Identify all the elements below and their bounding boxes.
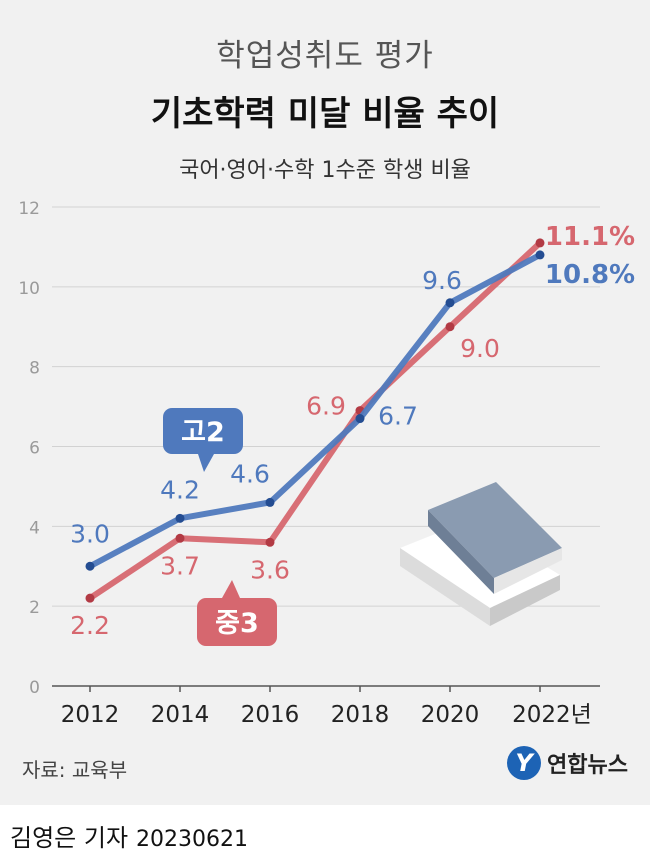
legend-label: 고2 [181, 417, 225, 448]
title-top: 학업성취도 평가 [216, 38, 434, 74]
series-line-go2 [87, 251, 543, 570]
book-top-cover [428, 482, 562, 578]
data-point [445, 322, 455, 332]
data-label: 6.9 [306, 392, 346, 421]
data-label: 10.8% [545, 260, 635, 290]
y-tick-label: 10 [18, 279, 40, 299]
legend: 고2 중3 [163, 408, 277, 646]
legend-box-jung3 [197, 598, 277, 646]
data-point [175, 513, 185, 523]
x-tick-label: 2014 [151, 702, 210, 728]
data-label: 4.2 [160, 475, 200, 504]
data-label: 6.7 [378, 402, 418, 431]
series [85, 238, 545, 603]
source-note: 자료: 교육부 [22, 758, 128, 782]
data-point [175, 533, 185, 543]
data-point [445, 298, 455, 308]
book-top-edge [494, 548, 562, 594]
y-tick-label: 6 [29, 439, 40, 459]
y-tick-label: 0 [29, 678, 40, 698]
author: 김영은 기자 [10, 824, 129, 852]
x-tick-label: 2016 [241, 702, 300, 728]
data-label: 4.6 [230, 459, 270, 488]
logo-text: 연합뉴스 [547, 753, 628, 778]
data-labels: 3.0 4.2 4.6 6.7 9.6 10.8% 2.2 3.7 3.6 6.9 9.0 11.1% [70, 222, 635, 640]
legend-label: 중3 [215, 608, 259, 639]
y-tick-label: 8 [29, 359, 40, 379]
legend-box-go2 [163, 408, 243, 454]
chart-subtitle: 국어·영어·수학 1수준 학생 비율 [179, 158, 471, 183]
infographic-card: 학업성취도 평가 기초학력 미달 비율 추이 국어·영어·수학 1수준 학생 비… [0, 0, 650, 805]
legend-pointer [222, 580, 240, 598]
x-tick-label: 2012 [61, 702, 120, 728]
series-line-jung3 [87, 239, 543, 602]
data-point [355, 414, 365, 424]
yonhap-logo: Y 연합뉴스 [507, 746, 628, 780]
x-tick-label: 2022년 [512, 702, 592, 728]
byline: 김영은 기자 20230621 [10, 818, 248, 853]
x-tick-label: 2020 [421, 702, 480, 728]
data-label: 3.6 [250, 555, 290, 584]
data-label: 9.6 [422, 266, 462, 295]
data-point [85, 593, 95, 603]
logo-mark-icon: Y [507, 746, 542, 780]
legend-pointer [198, 454, 214, 472]
line-chart: 0 2 4 6 8 10 12 2012 2014 2016 2018 2020 2022년 3.0 4.… [18, 199, 635, 728]
chart-title: 기초학력 미달 비율 추이 [150, 94, 500, 134]
data-label: 3.0 [70, 519, 110, 548]
data-label: 3.7 [160, 551, 200, 580]
y-tick-label: 4 [29, 518, 40, 538]
data-point [265, 497, 275, 507]
publish-date: 20230621 [136, 827, 249, 852]
book-top-spine [428, 510, 494, 594]
data-point [535, 250, 545, 260]
data-label: 9.0 [460, 334, 500, 363]
book-bottom-pages [490, 575, 560, 626]
y-tick-label: 2 [29, 598, 40, 618]
books-illustration [400, 482, 562, 626]
data-point [535, 238, 545, 248]
x-tick-label: 2018 [331, 702, 390, 728]
book-bottom-side [400, 548, 490, 626]
data-label: 2.2 [70, 611, 110, 640]
data-point [265, 537, 275, 547]
y-tick-label: 12 [18, 199, 40, 219]
data-label: 11.1% [545, 222, 635, 252]
data-point [85, 561, 95, 571]
